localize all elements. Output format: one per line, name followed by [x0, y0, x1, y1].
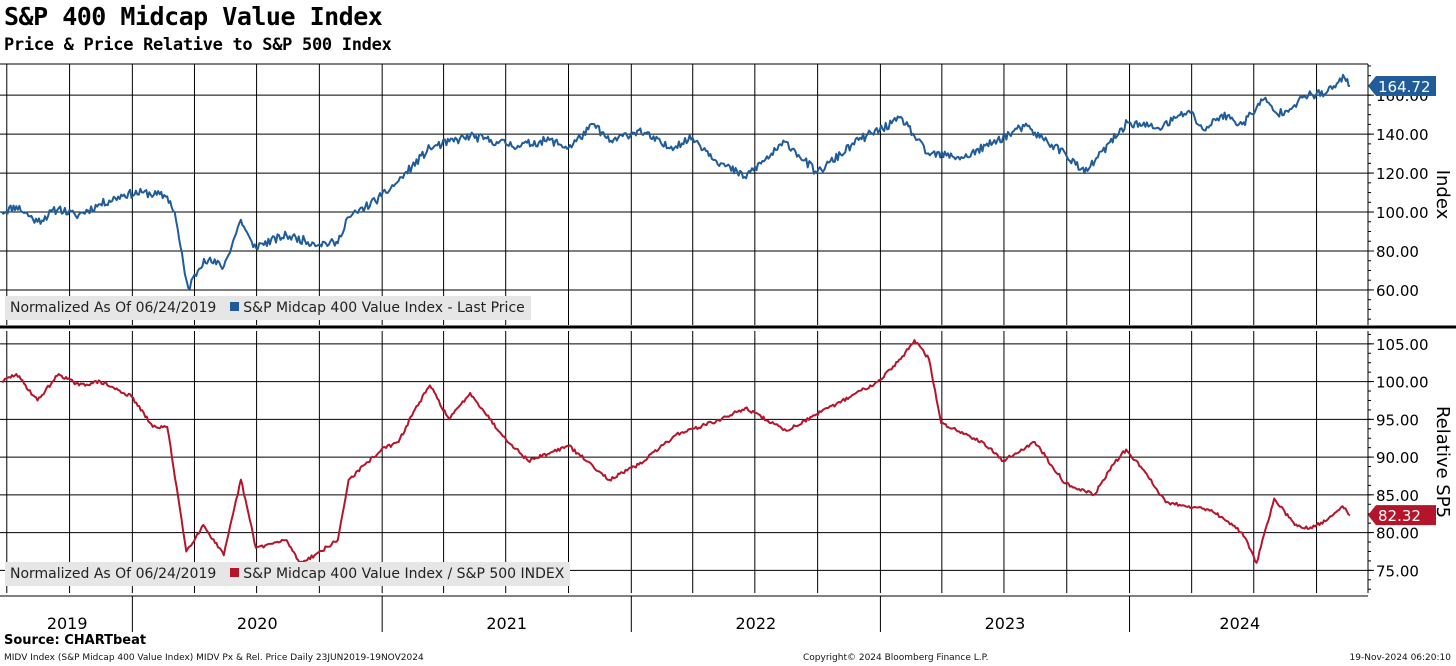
x-tick-label: 2021 — [486, 614, 527, 633]
price-legend-series: S&P Midcap 400 Value Index - Last Price — [243, 300, 525, 316]
y-tick-label: 75.00 — [1376, 562, 1419, 580]
relative-legend-note: Normalized As Of 06/24/2019 — [10, 566, 217, 582]
y-axis-title-relative: Relative SP5 — [1432, 406, 1453, 518]
footer-timestamp: 19-Nov-2024 06:20:10 — [1349, 653, 1451, 663]
y-tick-label: 85.00 — [1376, 487, 1419, 505]
price-series-line — [1, 73, 1351, 290]
y-tick-label: 80.00 — [1376, 525, 1419, 543]
relative-legend-swatch — [230, 568, 240, 577]
y-tick-label: 100.00 — [1376, 374, 1429, 392]
footer-description: MIDV Index (S&P Midcap 400 Value Index) … — [4, 653, 424, 663]
x-tick-label: 2019 — [47, 614, 88, 633]
price-legend: Normalized As Of 06/24/2019 S&P Midcap 40… — [5, 296, 531, 320]
price-last-value-flag — [1368, 75, 1436, 96]
footer-copyright: Copyright© 2024 Bloomberg Finance L.P. — [803, 653, 989, 663]
x-tick-label: 2020 — [237, 614, 278, 633]
relative-legend: Normalized As Of 06/24/2019 S&P Midcap 40… — [5, 562, 571, 586]
y-axis-title-index: Index — [1432, 170, 1453, 220]
y-tick-label: 60.00 — [1376, 282, 1419, 300]
price-last-value-label: 164.72 — [1378, 78, 1431, 96]
chart-subtitle: Price & Price Relative to S&P 500 Index — [4, 35, 392, 55]
x-tick-label: 2022 — [735, 614, 776, 633]
y-tick-label: 100.00 — [1376, 204, 1429, 222]
price-legend-note: Normalized As Of 06/24/2019 — [10, 300, 217, 316]
y-tick-label: 90.00 — [1376, 449, 1419, 467]
relative-series-line — [1, 339, 1351, 564]
relative-last-value-label: 82.32 — [1378, 507, 1421, 525]
y-tick-label: 95.00 — [1376, 411, 1419, 429]
chart-title: S&P 400 Midcap Value Index — [4, 2, 383, 31]
source-label: Source: CHARTbeat — [4, 633, 147, 648]
y-tick-label: 80.00 — [1376, 243, 1419, 261]
relative-legend-series: S&P Midcap 400 Value Index / S&P 500 IND… — [243, 566, 565, 582]
price-legend-swatch — [230, 302, 240, 311]
y-tick-label: 120.00 — [1376, 165, 1429, 183]
x-tick-label: 2023 — [985, 614, 1026, 633]
relative-last-value-flag — [1368, 505, 1436, 526]
y-tick-label: 140.00 — [1376, 126, 1429, 144]
x-tick-label: 2024 — [1219, 614, 1260, 633]
y-tick-label: 105.00 — [1376, 336, 1429, 354]
